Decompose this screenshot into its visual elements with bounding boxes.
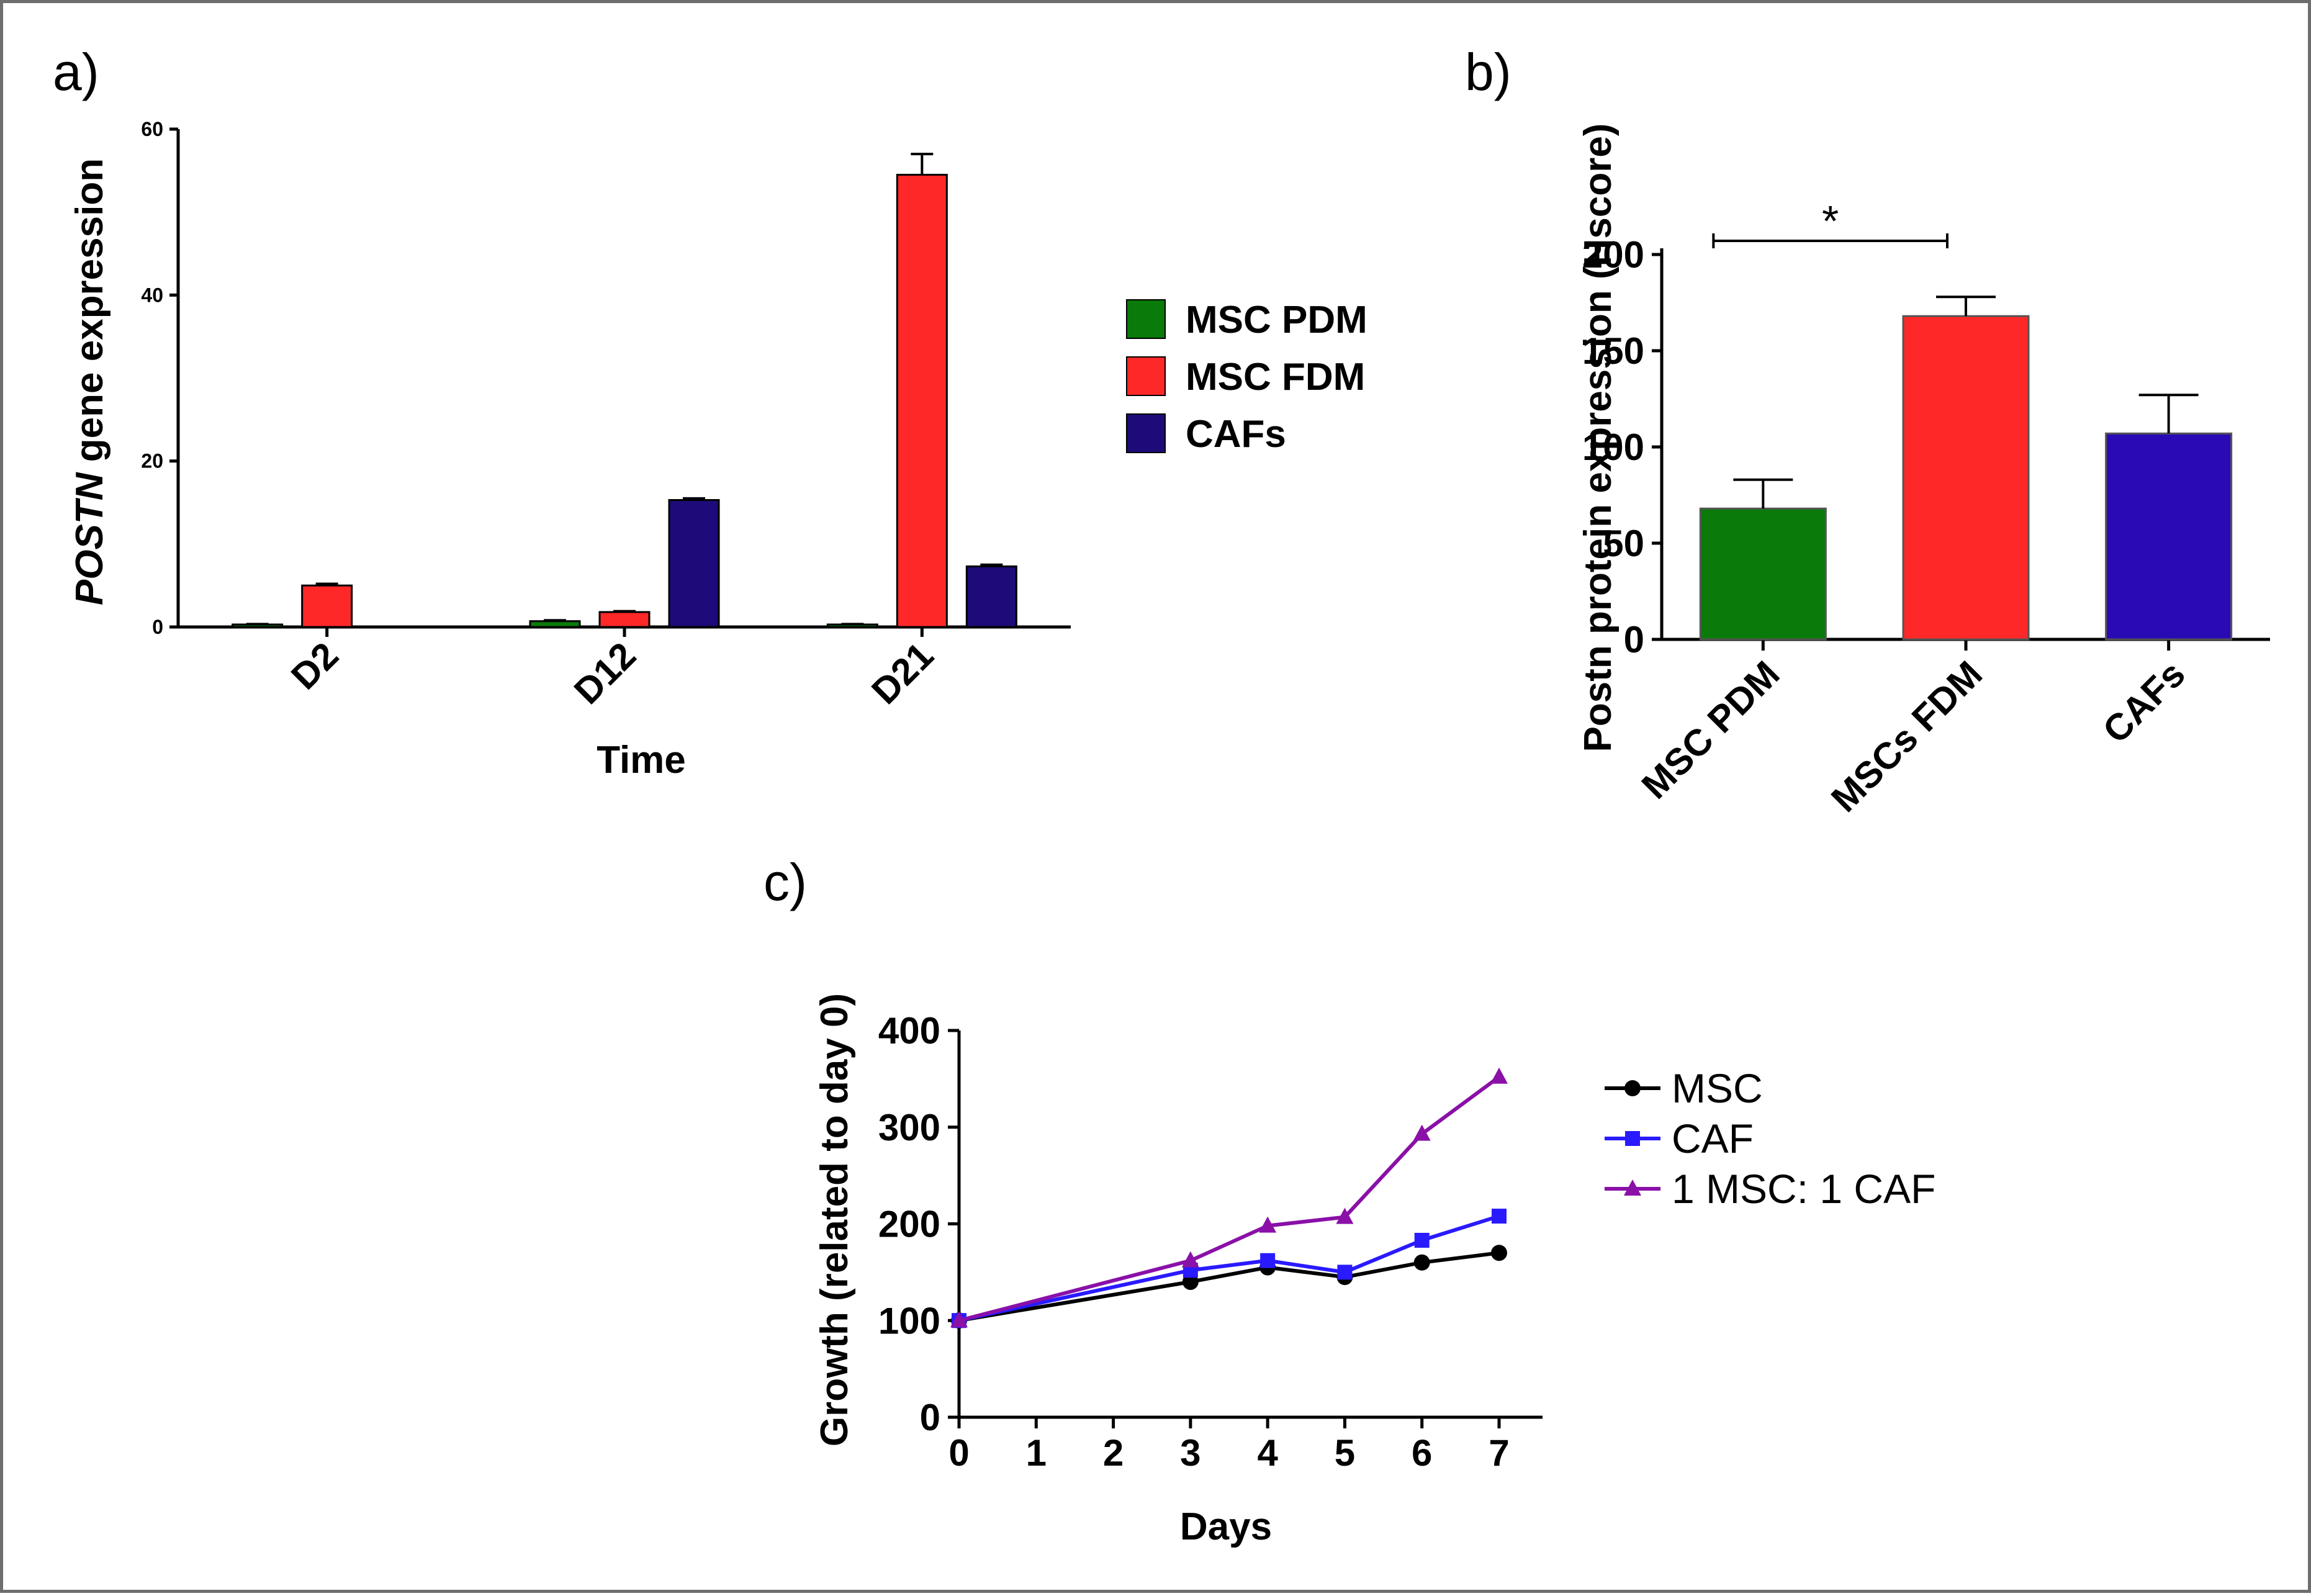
panel-a-bar: [529, 620, 581, 628]
panel-c-data-point: [1491, 1245, 1507, 1261]
panel-c-x-tick-label: 6: [1412, 1432, 1432, 1474]
panel-c-legend-label: MSC: [1672, 1065, 1763, 1111]
panel-a-x-tick-label: D21: [863, 634, 941, 712]
panel-c-data-point: [1336, 1207, 1354, 1224]
panel-c-y-tick-label: 400: [878, 1010, 940, 1052]
panel-a-bar: [896, 174, 948, 628]
panel-c-x-tick-label: 7: [1489, 1432, 1509, 1474]
panel-c-x-tick-label: 5: [1335, 1432, 1355, 1474]
panel-c-data-point: [1490, 1067, 1508, 1084]
panel-c-lines: [950, 1067, 1508, 1329]
panel-a-bar: [301, 584, 353, 628]
panel-a-ylabel: POSTN gene expression: [68, 158, 111, 605]
panel-a-bars: [232, 153, 1017, 628]
panel-a-label: a): [53, 43, 99, 101]
panel-c-legend-label: 1 MSC: 1 CAF: [1672, 1166, 1935, 1212]
panel-c-y-tick-label: 200: [878, 1204, 940, 1245]
panel-a-xlabel: Time: [597, 739, 686, 782]
panel-c-y-tick-label: 300: [878, 1107, 940, 1148]
panel-a-legend-label: MSC FDM: [1186, 356, 1365, 399]
panel-a-legend-swatch: [1126, 299, 1166, 339]
panel-c-xlabel: Days: [1180, 1505, 1272, 1548]
panel-b-y-tick-label: 50: [1603, 523, 1644, 564]
panel-c-axes: 0 100 200 300 400 0 1 2 3 4 5 6 7: [878, 1010, 1543, 1474]
panel-c-x-tick-label: 4: [1257, 1432, 1278, 1474]
panel-b-x-tick-label: MSCs FDM: [1823, 653, 1990, 820]
panel-c-x-tick-label: 1: [1026, 1432, 1047, 1474]
panel-c-data-point: [1259, 1216, 1277, 1233]
panel-c-legend-marker: [1624, 1080, 1641, 1096]
panel-b-y-tick-label: 200: [1582, 234, 1644, 276]
panel-a-legend-swatch: [1126, 413, 1166, 453]
panel-b: b) 0 50 100 150 200 MSC PDM MSCs FDM CAFs * Pos…: [1465, 43, 2270, 820]
panel-b-bar: [1902, 315, 2030, 641]
panel-c-legend-marker: [1625, 1131, 1640, 1146]
panel-b-significance-star: *: [1822, 197, 1839, 245]
panel-c-data-point: [1413, 1254, 1430, 1271]
panel-a-x-tick-label: D12: [566, 634, 644, 712]
panel-a-legend-label: CAFs: [1186, 413, 1286, 456]
panel-c-series-line: [958, 1075, 1500, 1323]
panel-c-legend: MSC CAF 1 MSC: 1 CAF: [1605, 1065, 1935, 1212]
panel-c-data-point: [1414, 1232, 1430, 1248]
panel-a-legend-swatch: [1126, 356, 1166, 396]
panel-a: a) 0 20 40 60 D2 D12 D21 POSTN gene expression…: [53, 43, 1367, 782]
panel-a-ylabel-italic: POSTN: [68, 472, 111, 605]
panel-c-x-tick-label: 3: [1180, 1432, 1201, 1474]
panel-b-bar: [1699, 507, 1827, 641]
panel-b-y-tick-label: 150: [1582, 330, 1644, 372]
panel-a-legend-label: MSC PDM: [1186, 299, 1367, 341]
panel-c-legend-label: CAF: [1672, 1116, 1754, 1161]
panel-a-y-tick-label: 20: [141, 450, 163, 472]
panel-a-x-tick-label: D2: [283, 634, 346, 698]
panel-b-y-tick-label: 0: [1624, 619, 1644, 660]
panel-a-bar: [965, 565, 1017, 628]
panel-c-x-tick-label: 0: [948, 1432, 969, 1474]
panel-a-bar: [598, 611, 651, 628]
panel-b-bar: [2105, 432, 2233, 641]
panel-c-data-point: [1260, 1253, 1276, 1268]
panel-c-y-tick-label: 0: [920, 1397, 940, 1438]
panel-c-data-point: [1182, 1273, 1199, 1290]
panel-c-data-point: [1181, 1251, 1199, 1268]
panel-a-ylabel-rest: gene expression: [68, 158, 111, 473]
panel-c: c) 0 100 200 300 400 0 1 2 3 4 5 6 7 Growth (related…: [764, 853, 1935, 1548]
panel-b-label: b): [1465, 43, 1511, 101]
panel-c-data-point: [1413, 1124, 1431, 1141]
panel-b-x-tick-label: MSC PDM: [1634, 653, 1788, 807]
panel-b-ylabel: Postn protein expression (Hscore): [1577, 124, 1620, 752]
panel-c-y-tick-label: 100: [878, 1300, 940, 1341]
panel-b-y-tick-label: 100: [1582, 426, 1644, 468]
panel-c-data-point: [950, 1311, 968, 1328]
panel-c-ylabel: Growth (related to day 0): [813, 993, 856, 1446]
panel-c-series-line: [958, 1214, 1500, 1323]
panel-b-x-tick-label: CAFs: [2095, 653, 2193, 751]
panel-a-y-tick-label: 0: [152, 616, 163, 638]
panel-c-x-tick-label: 2: [1103, 1432, 1124, 1474]
panel-c-legend-marker: [1624, 1179, 1641, 1196]
panel-a-y-tick-label: 60: [141, 118, 163, 140]
panel-c-label: c): [764, 853, 807, 911]
panel-c-series-line: [958, 1251, 1500, 1323]
panel-a-y-tick-label: 40: [141, 284, 163, 306]
panel-a-legend: MSC PDM MSC FDM CAFs: [1126, 299, 1367, 456]
panel-c-data-point: [1492, 1209, 1507, 1224]
panel-a-bar: [668, 498, 720, 628]
panel-b-bars: *: [1699, 197, 2233, 641]
panel-c-data-point: [1337, 1265, 1353, 1280]
